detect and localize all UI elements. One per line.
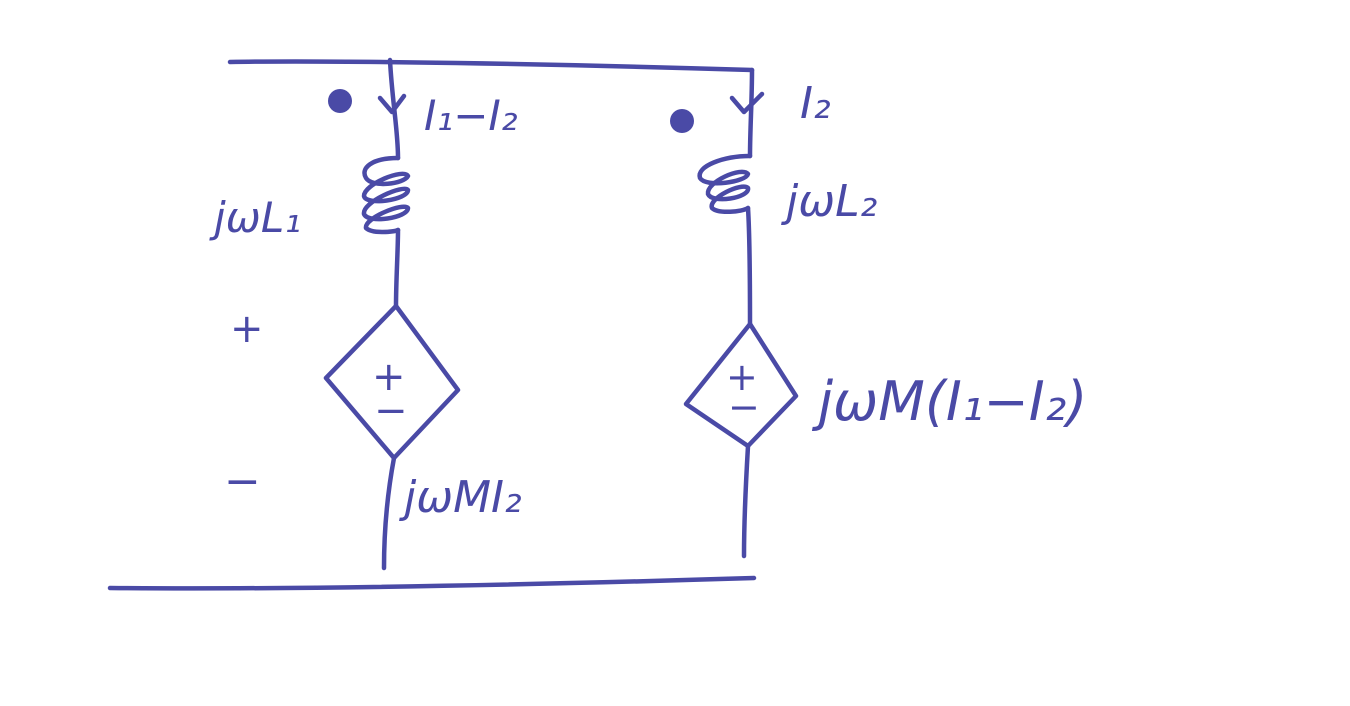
left-branch-wire-bottom — [381, 455, 397, 571]
right-source-plus: + — [726, 355, 758, 399]
right-current-label: I₂ — [800, 78, 831, 129]
right-polarity-dot — [670, 109, 694, 133]
voltage-plus-sign: + — [230, 306, 264, 352]
left-branch-wire-mid — [393, 227, 401, 309]
right-source-minus: − — [728, 385, 760, 429]
right-current-arrow — [729, 91, 765, 115]
right-source-label: jωM(I₁−I₂) — [811, 370, 1087, 433]
left-inductor-coil — [361, 155, 411, 235]
left-source-plus: + — [372, 354, 406, 400]
right-inductor-label: jωL₂ — [781, 176, 877, 227]
bottom-wire — [107, 575, 757, 591]
right-inductor-coil — [697, 153, 753, 214]
voltage-minus-sign: − — [224, 456, 261, 507]
left-inductor-label: jωL₁ — [209, 193, 301, 242]
left-branch-wire-top — [387, 57, 401, 161]
right-branch-wire-mid — [745, 205, 753, 327]
right-branch-wire-top — [747, 67, 755, 159]
left-source-label: jωMI₂ — [399, 472, 522, 523]
right-branch-wire-bottom — [741, 443, 751, 559]
left-current-arrow — [377, 93, 407, 115]
left-current-label: I₁−I₂ — [424, 91, 518, 140]
left-source-minus: − — [374, 388, 408, 434]
left-polarity-dot — [328, 89, 352, 113]
top-wire — [227, 59, 755, 73]
